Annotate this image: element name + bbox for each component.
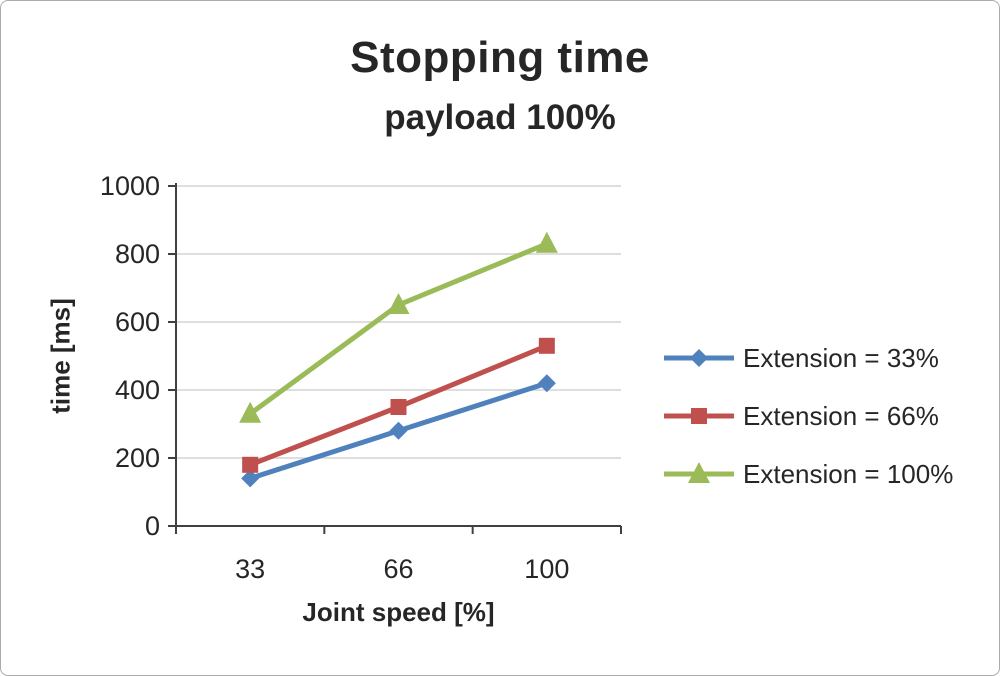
- legend-label: Extension = 100%: [743, 459, 954, 489]
- y-tick-label: 1000: [100, 171, 160, 201]
- triangle-marker-icon: [387, 293, 410, 314]
- x-tick-label: 33: [235, 554, 265, 584]
- diamond-marker-icon: [241, 469, 260, 488]
- y-tick-label: 600: [115, 307, 160, 337]
- x-tick-label: 66: [383, 554, 413, 584]
- y-tick-label: 200: [115, 443, 160, 473]
- x-tick-label: 100: [524, 554, 569, 584]
- diamond-marker-icon: [690, 349, 708, 367]
- square-marker-icon: [390, 399, 407, 415]
- triangle-marker-icon: [239, 401, 262, 423]
- diamond-marker-icon: [537, 374, 556, 393]
- legend-sample-square: [664, 408, 734, 424]
- diamond-marker-icon: [389, 421, 408, 440]
- triangle-marker-icon: [535, 231, 558, 253]
- triangle-marker-icon: [688, 462, 710, 483]
- series-line: [248, 241, 548, 416]
- chart-title: Stopping time: [350, 33, 650, 82]
- square-marker-icon: [538, 337, 555, 354]
- chart-subtitle: payload 100%: [384, 98, 616, 137]
- square-marker-icon: [691, 408, 707, 424]
- legend: Extension = 33% Extension = 66% Extension …: [663, 343, 953, 489]
- legend-item: Extension = 100%: [663, 459, 953, 489]
- square-marker-icon: [242, 456, 259, 473]
- legend-label: Extension = 66%: [743, 401, 939, 431]
- legend-label: Extension = 33%: [743, 343, 939, 373]
- legend-item: Extension = 66%: [663, 401, 953, 431]
- legend-sample-triangle: [664, 462, 734, 483]
- y-tick-label: 800: [115, 239, 160, 269]
- y-tick-label: 400: [115, 375, 160, 405]
- x-axis-title: Joint speed [%]: [302, 597, 495, 627]
- legend-sample-diamond: [664, 349, 734, 367]
- y-tick-label: 0: [145, 511, 160, 541]
- y-axis-title: time [ms]: [45, 298, 76, 414]
- legend-item: Extension = 33%: [663, 343, 953, 373]
